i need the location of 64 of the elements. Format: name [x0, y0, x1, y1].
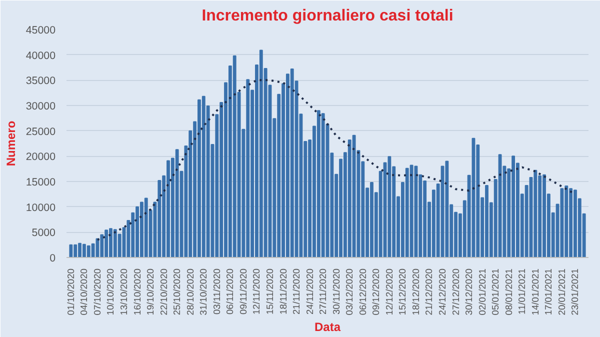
x-tick-label: 31/10/2020 [198, 268, 209, 316]
bar [388, 156, 392, 258]
x-tick-label: 12/12/2020 [384, 268, 394, 316]
x-tick-label: 25/10/2020 [172, 268, 182, 316]
x-tick-label: 24/11/2020 [304, 268, 315, 314]
x-tick-label: 01/10/2020 [66, 268, 76, 316]
x-tick-label: 09/11/2020 [238, 268, 248, 314]
y-tick-label: 10000 [26, 202, 56, 214]
bar [96, 238, 100, 258]
x-tick-label: 30/12/2020 [464, 268, 474, 316]
bar [534, 170, 538, 258]
bar [410, 164, 414, 258]
bar [69, 244, 73, 258]
bar [352, 134, 356, 258]
x-tick-label: 16/10/2020 [132, 268, 142, 316]
x-tick-label: 18/11/2020 [278, 268, 288, 314]
x-tick-label: 20/01/2021 [556, 268, 567, 316]
x-tick-label: 17/01/2021 [544, 268, 554, 316]
x-tick-label: 15/12/2020 [398, 268, 408, 316]
x-tick-label: 11/01/2021 [517, 268, 528, 314]
x-tick-label: 30/11/2020 [331, 268, 342, 314]
x-tick-label: 06/12/2020 [358, 268, 368, 316]
x-tick-label: 10/10/2020 [106, 268, 116, 316]
x-tick-label: 04/10/2020 [79, 268, 90, 316]
x-tick-label: 28/10/2020 [185, 268, 196, 316]
x-tick-label: 21/11/2020 [292, 268, 302, 314]
x-tick-label: 07/10/2020 [92, 268, 102, 316]
y-tick-label: 30000 [26, 100, 56, 112]
x-tick-label: 19/10/2020 [146, 268, 156, 316]
x-tick-label: 23/01/2021 [570, 268, 580, 316]
x-tick-label: 09/12/2020 [371, 268, 382, 316]
x-tick-label: 06/11/2020 [225, 268, 236, 314]
x-tick-label: 21/12/2020 [424, 268, 434, 316]
x-tick-label: 13/10/2020 [119, 268, 130, 316]
x-axis-title: Data [314, 320, 341, 334]
y-tick-label: 35000 [26, 75, 56, 88]
x-tick-label: 18/12/2020 [410, 268, 421, 316]
y-tick-label: 45000 [26, 24, 56, 36]
y-axis-title: Numero [4, 120, 18, 166]
x-tick-label: 08/01/2021 [504, 268, 514, 316]
y-tick-label: 25000 [26, 126, 56, 138]
chart-title: Incremento giornaliero casi totali [202, 8, 454, 24]
bar [321, 113, 325, 258]
x-tick-label: 02/01/2021 [477, 268, 488, 316]
x-tick-label: 22/10/2020 [158, 268, 169, 316]
x-tick-label: 03/12/2020 [344, 268, 355, 316]
x-tick-label: 12/11/2020 [252, 268, 262, 314]
x-tick-label: 27/12/2020 [450, 268, 461, 316]
bar [232, 55, 236, 258]
y-tick-label: 5000 [32, 227, 56, 240]
x-tick-label: 03/11/2020 [212, 268, 222, 314]
x-tick-label: 15/11/2020 [264, 268, 275, 314]
bar [175, 149, 179, 258]
y-tick-label: 15000 [26, 176, 56, 188]
x-tick-label: 27/11/2020 [318, 268, 328, 314]
x-tick-label: 14/01/2021 [530, 268, 540, 316]
y-tick-label: 20000 [26, 151, 56, 164]
y-tick-label: 40000 [26, 50, 56, 62]
x-tick-label: 24/12/2020 [438, 268, 448, 316]
y-tick-label: 0 [50, 252, 56, 264]
bar [560, 188, 564, 258]
x-tick-label: 05/01/2021 [490, 268, 501, 316]
bar [158, 180, 162, 258]
bar [445, 160, 449, 258]
